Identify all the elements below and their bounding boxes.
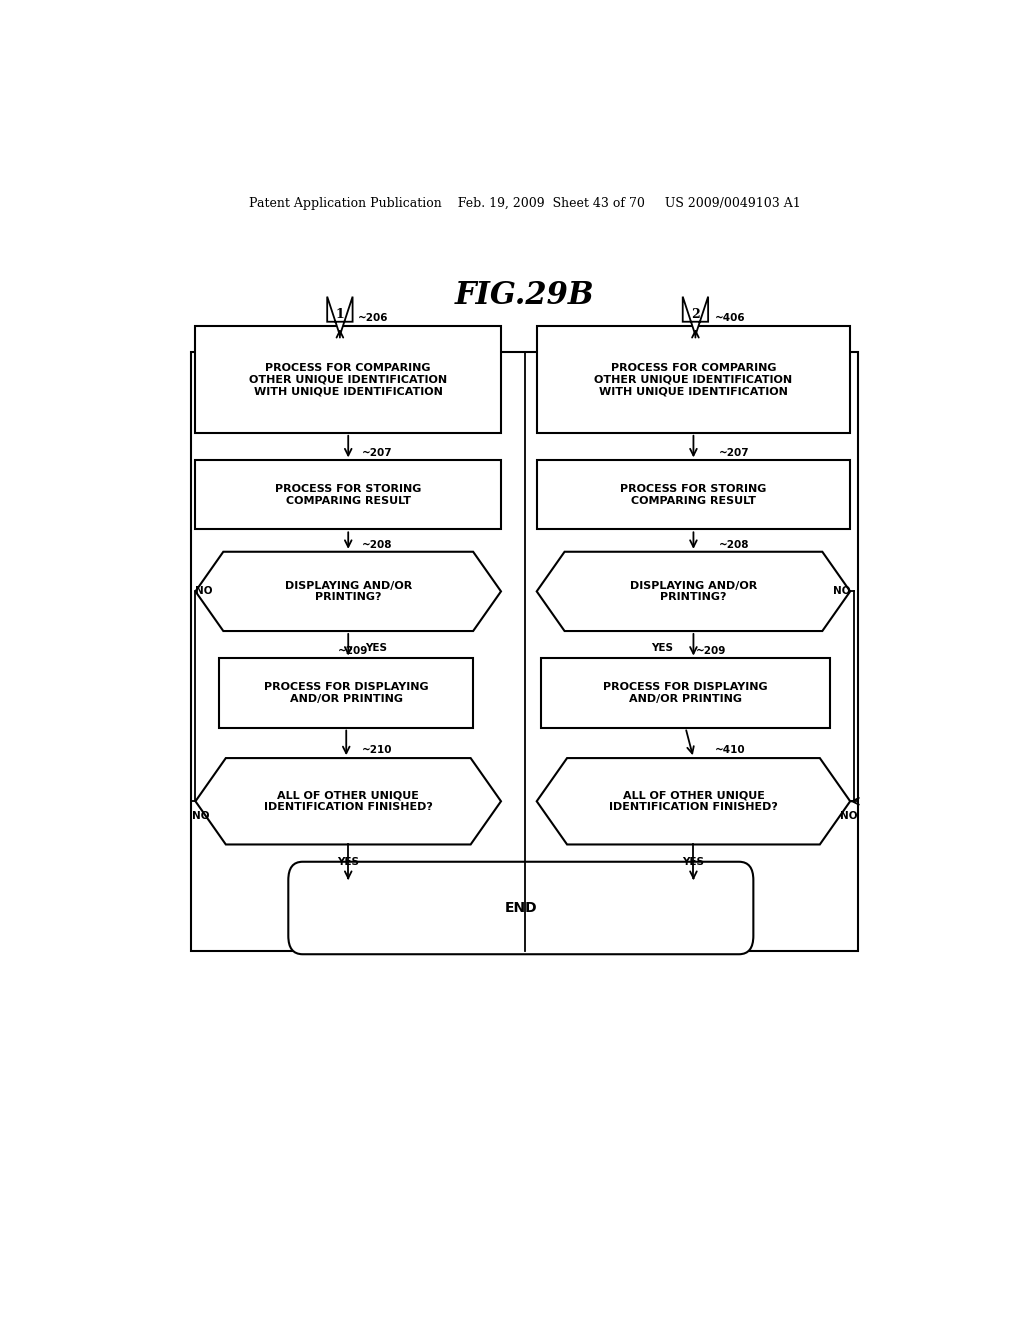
- Text: 2: 2: [691, 308, 699, 321]
- Text: ~207: ~207: [719, 449, 750, 458]
- Text: ALL OF OTHER UNIQUE
IDENTIFICATION FINISHED?: ALL OF OTHER UNIQUE IDENTIFICATION FINIS…: [264, 791, 433, 812]
- Text: NO: NO: [193, 812, 210, 821]
- Bar: [541, 659, 830, 727]
- Text: ~208: ~208: [719, 540, 750, 549]
- Bar: [196, 461, 501, 529]
- Text: ~210: ~210: [362, 744, 392, 755]
- Text: PROCESS FOR DISPLAYING
AND/OR PRINTING: PROCESS FOR DISPLAYING AND/OR PRINTING: [264, 682, 429, 704]
- Text: YES: YES: [365, 643, 387, 653]
- Text: YES: YES: [650, 643, 673, 653]
- Text: YES: YES: [337, 857, 359, 867]
- Polygon shape: [196, 758, 501, 845]
- Bar: [196, 326, 501, 433]
- Polygon shape: [196, 552, 501, 631]
- Text: ALL OF OTHER UNIQUE
IDENTIFICATION FINISHED?: ALL OF OTHER UNIQUE IDENTIFICATION FINIS…: [609, 791, 778, 812]
- Text: DISPLAYING AND/OR
PRINTING?: DISPLAYING AND/OR PRINTING?: [285, 581, 412, 602]
- Text: END: END: [505, 902, 538, 915]
- Polygon shape: [683, 297, 709, 335]
- Text: ~410: ~410: [715, 744, 745, 755]
- Polygon shape: [328, 297, 352, 335]
- Text: FIG.29B: FIG.29B: [455, 280, 595, 312]
- Polygon shape: [537, 758, 850, 845]
- Text: PROCESS FOR COMPARING
OTHER UNIQUE IDENTIFICATION
WITH UNIQUE IDENTIFICATION: PROCESS FOR COMPARING OTHER UNIQUE IDENT…: [249, 363, 447, 396]
- Text: NO: NO: [196, 586, 213, 597]
- Text: NO: NO: [840, 812, 857, 821]
- Text: ~206: ~206: [358, 313, 389, 323]
- Text: ~406: ~406: [715, 313, 745, 323]
- Text: ~208: ~208: [362, 540, 392, 549]
- Text: Patent Application Publication    Feb. 19, 2009  Sheet 43 of 70     US 2009/0049: Patent Application Publication Feb. 19, …: [249, 197, 801, 210]
- Polygon shape: [537, 552, 850, 631]
- Text: YES: YES: [682, 857, 705, 867]
- Text: NO: NO: [833, 586, 850, 597]
- Bar: [537, 326, 850, 433]
- Text: ~209: ~209: [695, 647, 726, 656]
- Text: PROCESS FOR STORING
COMPARING RESULT: PROCESS FOR STORING COMPARING RESULT: [621, 484, 767, 506]
- Text: PROCESS FOR COMPARING
OTHER UNIQUE IDENTIFICATION
WITH UNIQUE IDENTIFICATION: PROCESS FOR COMPARING OTHER UNIQUE IDENT…: [594, 363, 793, 396]
- Text: PROCESS FOR DISPLAYING
AND/OR PRINTING: PROCESS FOR DISPLAYING AND/OR PRINTING: [603, 682, 768, 704]
- FancyBboxPatch shape: [289, 862, 754, 954]
- Bar: [191, 351, 858, 952]
- Bar: [219, 659, 473, 727]
- Text: ~209: ~209: [338, 647, 369, 656]
- Bar: [537, 461, 850, 529]
- Text: 1: 1: [336, 308, 344, 321]
- Text: PROCESS FOR STORING
COMPARING RESULT: PROCESS FOR STORING COMPARING RESULT: [275, 484, 422, 506]
- Text: ~207: ~207: [362, 449, 393, 458]
- Text: DISPLAYING AND/OR
PRINTING?: DISPLAYING AND/OR PRINTING?: [630, 581, 757, 602]
